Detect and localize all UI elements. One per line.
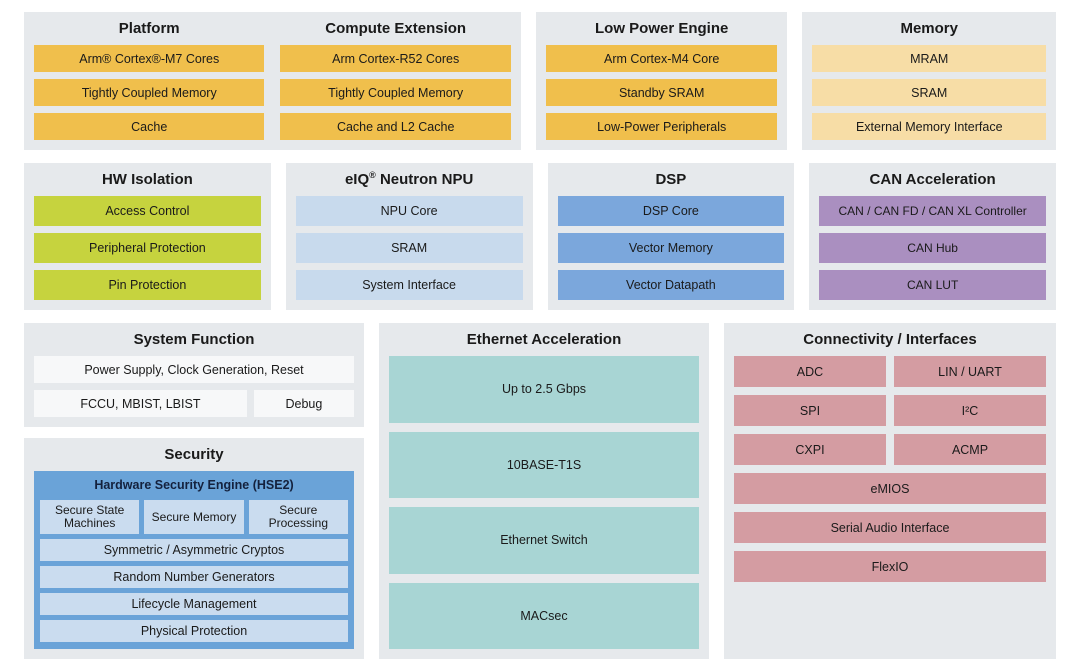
block-npu-sram[interactable]: SRAM <box>295 233 523 263</box>
diagram-row-2: HW Isolation Access Control Peripheral P… <box>24 163 1056 310</box>
block-tightly-coupled-memory[interactable]: Tightly Coupled Memory <box>34 79 265 106</box>
block-lin-uart[interactable]: LIN / UART <box>894 356 1046 387</box>
block-random-number-generators[interactable]: Random Number Generators <box>40 566 348 588</box>
panel-memory: Memory MRAM SRAM External Memory Interfa… <box>802 12 1056 150</box>
group-title-connectivity-interfaces: Connectivity / Interfaces <box>803 331 977 348</box>
block-can-lut[interactable]: CAN LUT <box>819 270 1046 300</box>
bottom-left-column: System Function Power Supply, Clock Gene… <box>24 323 364 659</box>
diagram-row-1: Platform Arm® Cortex®-M7 Cores Tightly C… <box>24 12 1056 150</box>
block-pin-protection[interactable]: Pin Protection <box>34 270 261 300</box>
group-title-platform: Platform <box>118 20 180 37</box>
block-can-controller[interactable]: CAN / CAN FD / CAN XL Controller <box>819 196 1046 226</box>
block-cache-and-l2-cache[interactable]: Cache and L2 Cache <box>280 113 511 140</box>
block-spi[interactable]: SPI <box>734 395 886 426</box>
group-title-eiq-neutron-npu: eIQ® Neutron NPU <box>296 171 523 189</box>
block-vector-datapath[interactable]: Vector Datapath <box>557 270 785 300</box>
panel-platform-compute: Platform Arm® Cortex®-M7 Cores Tightly C… <box>24 12 521 150</box>
block-external-memory-interface[interactable]: External Memory Interface <box>812 113 1046 140</box>
block-ethernet-switch[interactable]: Ethernet Switch <box>389 507 699 574</box>
block-symmetric-asymmetric-cryptos[interactable]: Symmetric / Asymmetric Cryptos <box>40 539 348 561</box>
block-peripheral-protection[interactable]: Peripheral Protection <box>34 233 261 263</box>
block-power-supply-clock-reset[interactable]: Power Supply, Clock Generation, Reset <box>34 356 354 383</box>
block-acmp[interactable]: ACMP <box>894 434 1046 465</box>
panel-security: Security Hardware Security Engine (HSE2)… <box>24 438 364 659</box>
block-secure-state-machines[interactable]: Secure State Machines <box>40 500 140 534</box>
group-platform: Platform Arm® Cortex®-M7 Cores Tightly C… <box>34 20 265 140</box>
group-compute-extension: Compute Extension Arm Cortex-R52 Cores T… <box>280 20 511 140</box>
block-i2c[interactable]: I²C <box>894 395 1046 426</box>
panel-connectivity-interfaces: Connectivity / Interfaces ADC LIN / UART… <box>724 323 1056 659</box>
block-mram[interactable]: MRAM <box>812 45 1046 72</box>
diagram-row-3: System Function Power Supply, Clock Gene… <box>24 323 1056 659</box>
panel-hw-isolation: HW Isolation Access Control Peripheral P… <box>24 163 271 310</box>
group-title-low-power-engine: Low Power Engine <box>595 20 729 37</box>
panel-can-acceleration: CAN Acceleration CAN / CAN FD / CAN XL C… <box>809 163 1056 310</box>
hse-title: Hardware Security Engine (HSE2) <box>94 478 294 492</box>
group-title-ethernet-acceleration: Ethernet Acceleration <box>466 331 622 348</box>
block-can-hub[interactable]: CAN Hub <box>819 233 1046 263</box>
block-lifecycle-management[interactable]: Lifecycle Management <box>40 593 348 615</box>
npu-title-main: eIQ <box>344 171 370 188</box>
block-low-power-peripherals[interactable]: Low-Power Peripherals <box>545 113 778 140</box>
block-physical-protection[interactable]: Physical Protection <box>40 620 348 642</box>
group-title-can-acceleration: CAN Acceleration <box>869 171 996 188</box>
block-arm-cortex-m4-core[interactable]: Arm Cortex-M4 Core <box>545 45 778 72</box>
block-debug[interactable]: Debug <box>253 390 354 417</box>
block-adc[interactable]: ADC <box>734 356 886 387</box>
block-diagram: Platform Arm® Cortex®-M7 Cores Tightly C… <box>24 12 1056 659</box>
block-standby-sram[interactable]: Standby SRAM <box>545 79 778 106</box>
panel-system-function: System Function Power Supply, Clock Gene… <box>24 323 364 427</box>
panel-ethernet-acceleration: Ethernet Acceleration Up to 2.5 Gbps 10B… <box>379 323 709 659</box>
block-flexio[interactable]: FlexIO <box>734 551 1046 582</box>
group-title-dsp: DSP <box>655 171 687 188</box>
group-title-hw-isolation: HW Isolation <box>101 171 193 188</box>
group-title-memory: Memory <box>900 20 958 37</box>
group-title-system-function: System Function <box>133 331 255 348</box>
block-up-to-2-5-gbps[interactable]: Up to 2.5 Gbps <box>389 356 699 423</box>
panel-eiq-neutron-npu: eIQ® Neutron NPU NPU Core SRAM System In… <box>285 163 533 310</box>
block-cxpi[interactable]: CXPI <box>734 434 886 465</box>
panel-dsp: DSP DSP Core Vector Memory Vector Datapa… <box>547 163 795 310</box>
panel-low-power-engine: Low Power Engine Arm Cortex-M4 Core Stan… <box>535 12 788 150</box>
block-10base-t1s[interactable]: 10BASE-T1S <box>389 431 699 498</box>
block-secure-processing[interactable]: Secure Processing <box>248 500 348 534</box>
block-tightly-coupled-memory-ce[interactable]: Tightly Coupled Memory <box>280 79 511 106</box>
registered-trademark-icon: ® <box>369 170 376 180</box>
block-dsp-core[interactable]: DSP Core <box>557 196 785 226</box>
block-serial-audio-interface[interactable]: Serial Audio Interface <box>734 512 1046 543</box>
block-macsec[interactable]: MACsec <box>389 582 699 649</box>
block-npu-core[interactable]: NPU Core <box>295 196 523 226</box>
block-access-control[interactable]: Access Control <box>34 196 261 226</box>
block-arm-cortex-r52-cores[interactable]: Arm Cortex-R52 Cores <box>280 45 511 72</box>
block-system-interface[interactable]: System Interface <box>295 270 523 300</box>
hardware-security-engine: Hardware Security Engine (HSE2) Secure S… <box>34 471 354 649</box>
block-arm-cortex-m7-cores[interactable]: Arm® Cortex®-M7 Cores <box>34 45 265 72</box>
block-secure-memory[interactable]: Secure Memory <box>144 500 244 534</box>
block-cache[interactable]: Cache <box>34 113 265 140</box>
block-emios[interactable]: eMIOS <box>734 473 1046 504</box>
block-sram[interactable]: SRAM <box>812 79 1046 106</box>
block-fccu-mbist-lbist[interactable]: FCCU, MBIST, LBIST <box>34 390 247 417</box>
group-title-compute-extension: Compute Extension <box>325 20 467 37</box>
block-vector-memory[interactable]: Vector Memory <box>557 233 785 263</box>
npu-title-rest: Neutron NPU <box>375 171 474 188</box>
group-title-security: Security <box>164 446 224 463</box>
